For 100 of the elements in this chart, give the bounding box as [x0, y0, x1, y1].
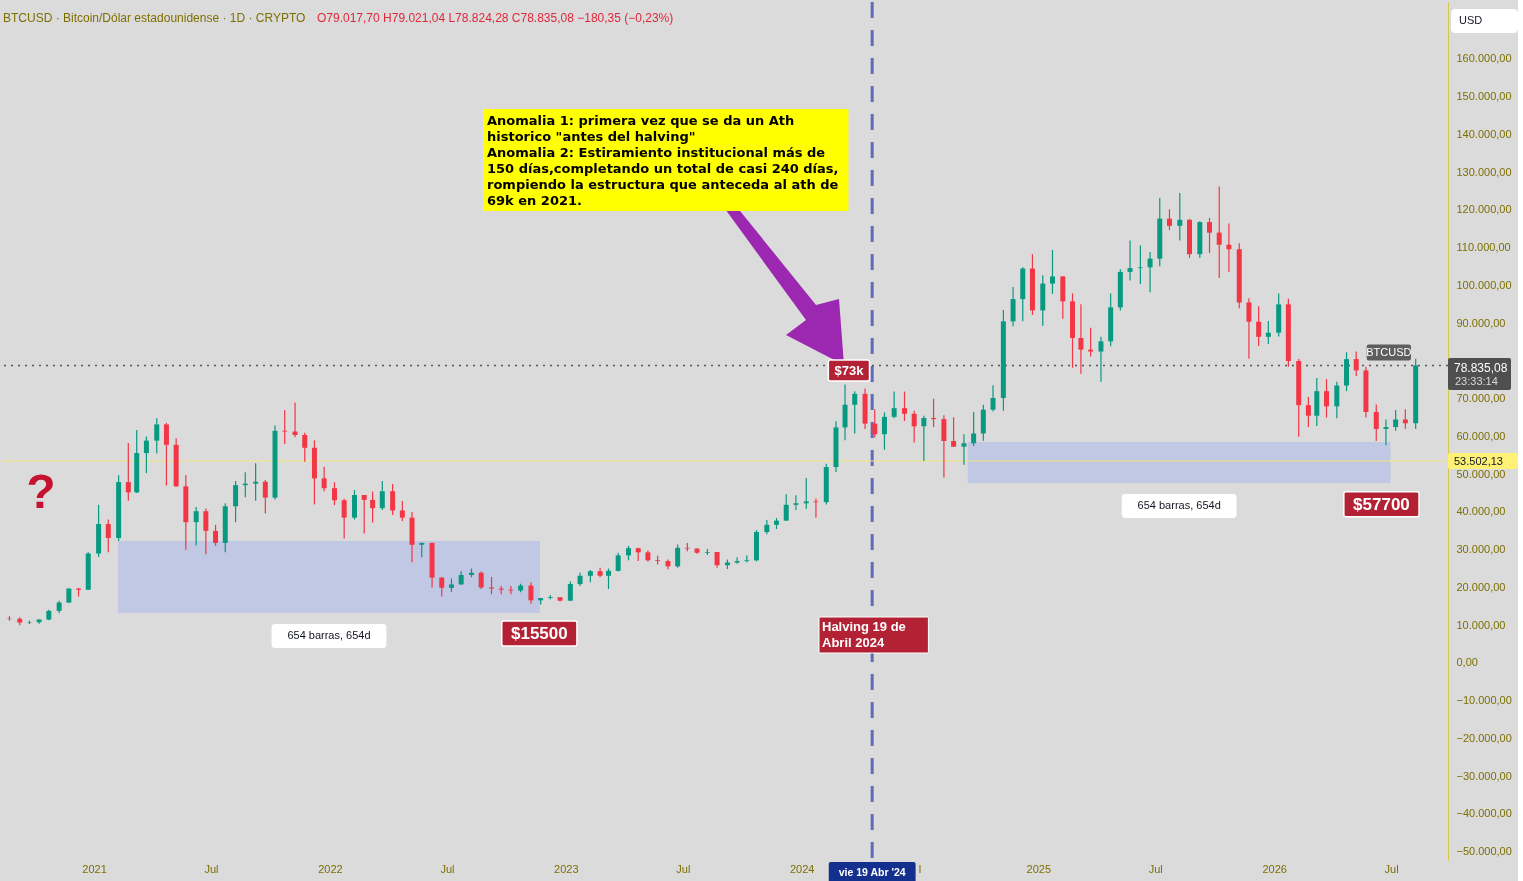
candlestick: [1353, 350, 1359, 377]
candlestick: [1256, 305, 1262, 347]
candlestick: [1147, 251, 1153, 293]
y-tick-label: 70.000,00: [1456, 392, 1506, 405]
candlestick: [213, 524, 219, 547]
candlestick: [990, 384, 996, 413]
candlestick: [911, 410, 917, 444]
candlestick: [302, 432, 308, 463]
candlestick: [1324, 378, 1329, 419]
candlestick: [331, 481, 337, 506]
x-tick-label: Jul: [1148, 862, 1163, 875]
y-tick-label: 60.000,00: [1456, 429, 1506, 442]
candlestick: [125, 442, 131, 502]
x-tick-label: 2025: [1026, 862, 1052, 875]
candlestick: [321, 466, 327, 492]
candlestick: [1393, 409, 1399, 432]
x-tick-label: Jul: [676, 862, 691, 875]
annotation: ?: [26, 465, 56, 518]
candlestick: [793, 494, 799, 511]
candlestick: [528, 581, 534, 605]
candlestick: [891, 390, 897, 419]
candlestick: [615, 552, 621, 573]
ref-line-label: BTCUSD: [1366, 346, 1412, 359]
candlestick: [813, 497, 819, 519]
candlestick: [1207, 217, 1213, 254]
candlestick: [1010, 286, 1016, 327]
text: BTCUSD · Bitcoin/Dólar estadounidense · 1D · CRYPTO: [3, 11, 306, 25]
annotation: Anomalia 1: primera vez que se da un Ath historico "antes del halving" Anomalia 2: Estiramiento institucional más de 150 días,completando un total de casi 240 días, rompiendo la estructura que anteceda al ath de 69k en 2021.: [487, 113, 839, 208]
candlestick: [163, 422, 169, 487]
x-tick-label: Jul: [204, 862, 219, 875]
annotation: $57700: [1353, 495, 1410, 515]
candlestick: [1049, 249, 1055, 295]
annotation: $15500: [510, 624, 568, 644]
candlestick: [803, 477, 809, 510]
candlestick: [842, 383, 848, 441]
y-tick-label: −50.000,00: [1456, 845, 1512, 858]
candlestick: [1078, 303, 1084, 375]
candlestick: [961, 433, 967, 466]
candlestick: [1265, 320, 1271, 345]
x-tick-label: Jul: [1384, 862, 1399, 875]
band-label: 654 barras, 654d: [287, 629, 371, 641]
candlestick: [253, 462, 259, 502]
y-tick-label: 90.000,00: [1456, 316, 1506, 329]
candlestick: [439, 576, 445, 598]
candlestick: [1127, 239, 1133, 282]
y-axis-title: USD: [1459, 14, 1483, 26]
y-tick-label: 50.000,00: [1456, 467, 1506, 480]
candlestick: [1334, 381, 1340, 419]
y-tick-label: 20.000,00: [1456, 580, 1506, 593]
candlestick: [1098, 336, 1104, 383]
candlestick: [951, 416, 957, 448]
candlestick: [1402, 408, 1408, 430]
y-tick-label: 40.000,00: [1456, 505, 1506, 518]
candlestick: [1216, 185, 1222, 279]
x-tick-label: 2024: [789, 862, 815, 875]
y-tick-label: 140.000,00: [1456, 127, 1512, 140]
candlestick: [1088, 327, 1094, 358]
candlestick: [282, 409, 288, 445]
candlestick: [852, 390, 858, 435]
y-tick-label: −20.000,00: [1456, 731, 1512, 744]
candlestick: [881, 411, 887, 451]
ref-line-label: vie 19 Abr '24: [838, 866, 906, 878]
y-tick-label: 130.000,00: [1456, 165, 1512, 178]
candlestick: [1177, 192, 1183, 242]
candlestick: [352, 489, 358, 521]
x-tick-label: l: [918, 862, 922, 875]
candlestick: [399, 500, 405, 522]
candlestick: [872, 408, 878, 439]
candlestick: [1383, 418, 1389, 446]
y-tick-label: 150.000,00: [1456, 90, 1512, 103]
y-tick-label: −30.000,00: [1456, 769, 1512, 782]
candlestick: [734, 556, 740, 565]
candlestick: [1246, 297, 1252, 360]
x-tick-label: 2022: [318, 862, 343, 875]
candlestick: [262, 479, 268, 515]
ref-line-label: 53.502,13: [1454, 455, 1503, 467]
candlestick: [233, 480, 239, 523]
candlestick: [390, 483, 396, 516]
y-tick-label: 10.000,00: [1456, 618, 1506, 631]
candlestick: [154, 417, 160, 455]
x-tick-label: Jul: [440, 862, 455, 875]
candlestick: [971, 411, 977, 447]
x-tick-label: 2023: [554, 862, 579, 875]
candlestick: [901, 390, 907, 422]
candlestick: [941, 414, 947, 479]
y-tick-label: −40.000,00: [1456, 807, 1512, 820]
y-tick-label: 30.000,00: [1456, 543, 1506, 556]
y-tick-label: 100.000,00: [1456, 278, 1512, 291]
candlestick: [203, 507, 209, 555]
text: 78.835,08: [1454, 361, 1508, 375]
text: 23:33:14: [1455, 375, 1498, 387]
candlestick: [379, 480, 385, 511]
candlestick: [361, 494, 367, 535]
candlestick: [341, 498, 347, 539]
candlestick: [1137, 244, 1143, 285]
candlestick: [567, 580, 573, 602]
candlestick: [143, 435, 149, 474]
candlestick: [1305, 396, 1311, 428]
candlestick: [370, 490, 376, 524]
text: O79.017,70 H79.021,04 L78.824,28 C78.835,08 −180,35 (−0,23%): [317, 11, 674, 25]
